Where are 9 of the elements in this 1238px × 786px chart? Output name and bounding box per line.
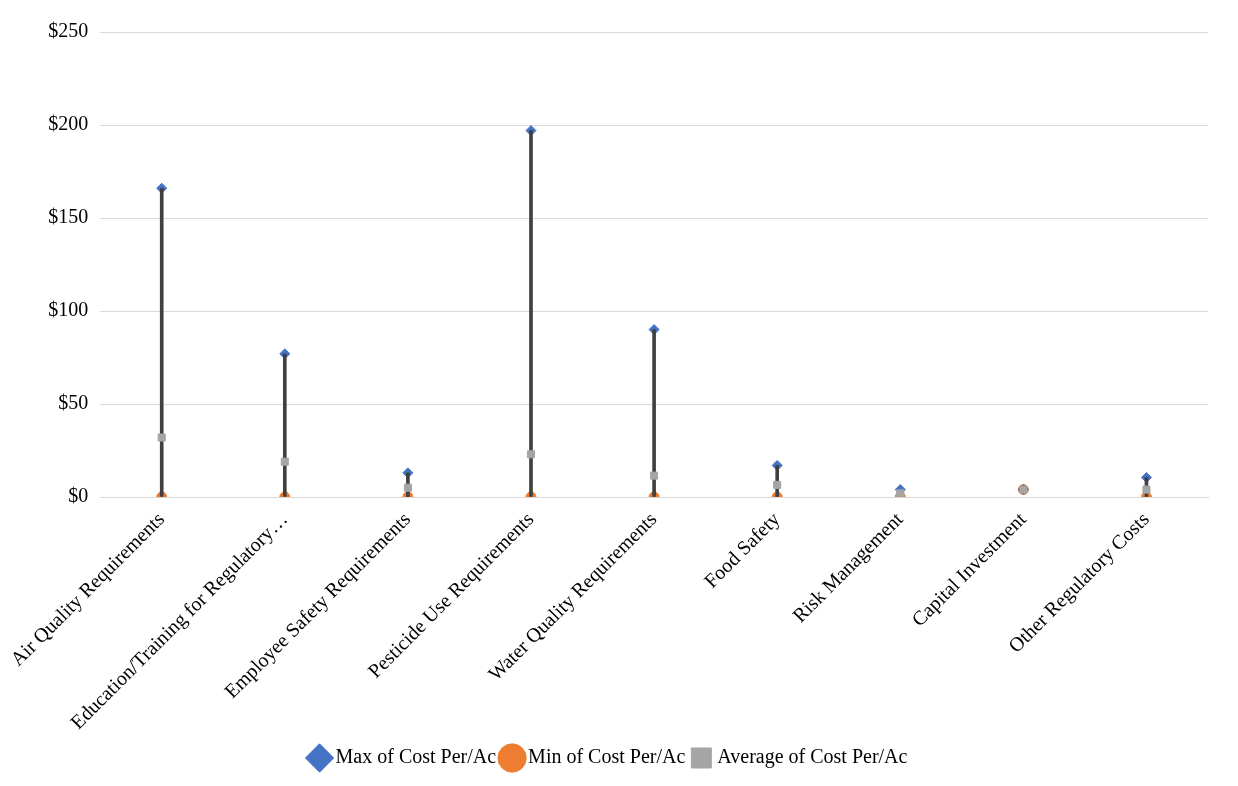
y-tick-label: $200 — [48, 112, 89, 135]
legend-label: Average of Cost Per/Ac — [717, 745, 908, 769]
y-tick-label: $50 — [58, 391, 89, 414]
legend-label: Max of Cost Per/Ac — [335, 745, 497, 768]
y-tick-label: $150 — [48, 205, 89, 228]
legend-label: Min of Cost Per/Ac — [528, 745, 686, 768]
y-tick-label: $250 — [48, 19, 89, 42]
y-tick-label: $100 — [48, 298, 89, 321]
y-tick-label: $0 — [68, 484, 89, 507]
